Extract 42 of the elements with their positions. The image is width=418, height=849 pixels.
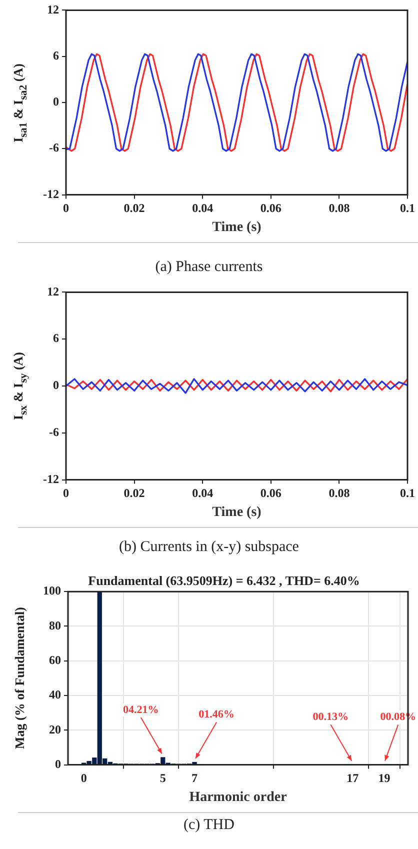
x-tick-label: 7 [192,771,198,786]
y-tick-label: 0 [52,378,59,392]
x-tick-label: 0.06 [260,486,282,500]
annotation: 00.13% [312,710,349,723]
y-axis-title: Mag (% of Fundamental) [12,607,28,750]
x-tick-label: 0.02 [124,486,145,500]
text: (b) Currents in (x-y) subspace [118,539,300,556]
x-tick-label: 19 [378,771,390,786]
text: (c) THD [182,817,236,834]
x-axis-title: Time (s) [212,505,262,520]
y-tick-label: 100 [43,584,61,598]
x-tick-label: 0.04 [192,201,214,216]
x-tick-label: 17 [346,771,359,786]
y-tick-label: 6 [52,331,59,346]
y-tick-label: -6 [48,140,59,155]
y-tick-label: -12 [42,472,59,486]
x-axis-title: Time (s) [212,220,262,236]
x-tick-label: 0.1 [400,486,415,500]
annotation: 01.46% [198,708,234,721]
y-tick-label: 80 [49,618,61,632]
x-tick-label: 0.06 [260,201,282,216]
y-tick-label: 12 [46,2,59,16]
x-tick-label: 0.02 [124,201,145,216]
x-tick-label: 0.1 [400,201,415,216]
x-tick-label: 0.08 [328,201,350,216]
text: (a) Phase currents [154,259,264,276]
y-tick-label: -6 [48,424,59,439]
y-tick-label: 40 [49,688,61,702]
y-tick-label: 60 [49,652,61,667]
chart-title: Fundamental (63.9509Hz) = 6.432 , THD= 6.40% [88,573,360,588]
x-tick-label: 0.08 [328,486,350,500]
y-tick-label: 0 [52,94,59,109]
y-tick-label: 6 [52,48,59,62]
x-axis-title: Harmonic order [189,790,287,806]
y-tick-label: 0 [55,756,61,771]
x-tick-label: 5 [160,771,166,786]
y-tick-label: 12 [46,284,59,298]
y-tick-label: 20 [49,722,61,736]
x-tick-label: 0.04 [192,486,214,500]
x-tick-label: 0 [80,771,87,786]
y-tick-label: -12 [42,186,59,201]
annotation: 04.21% [123,704,159,716]
